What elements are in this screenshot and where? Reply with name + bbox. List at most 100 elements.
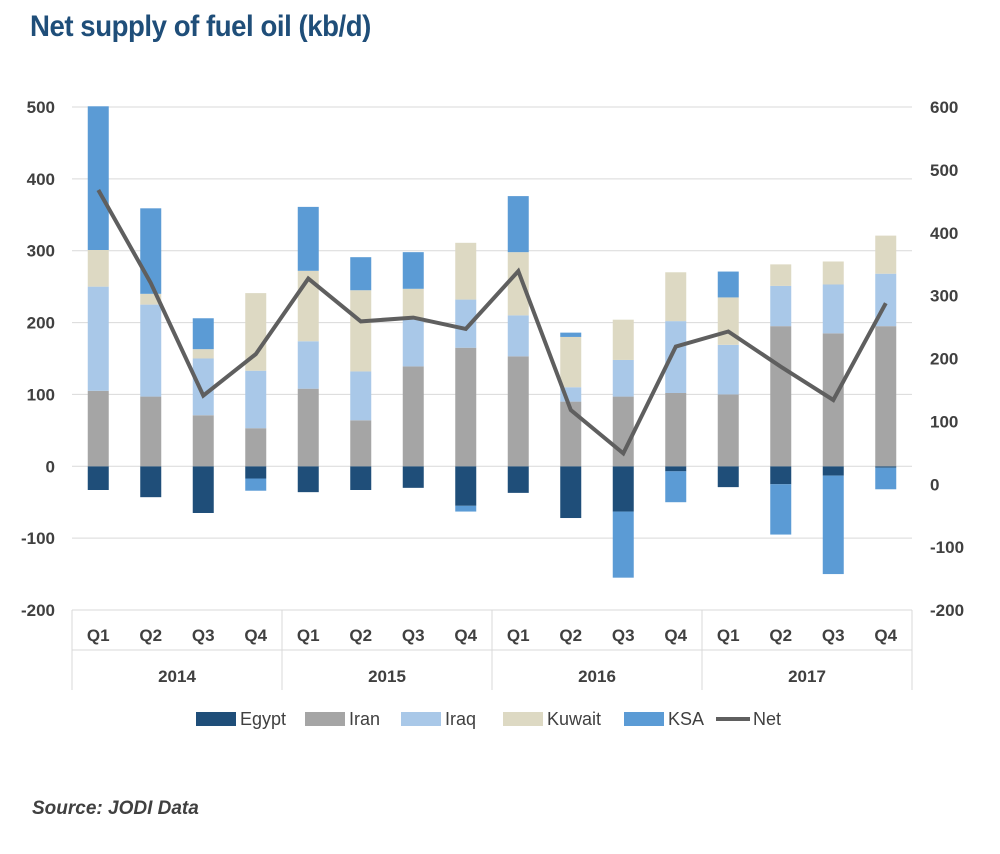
y-right-tick-label: 300 bbox=[930, 287, 958, 306]
bar-egypt-9 bbox=[560, 466, 582, 519]
legend-label: Iran bbox=[349, 709, 380, 729]
legend: Egypt Iran Iraq Kuwait KSA Net bbox=[196, 709, 781, 729]
y-left-tick-label: -100 bbox=[21, 529, 55, 548]
bar-egypt-5 bbox=[350, 466, 372, 490]
legend-label: Egypt bbox=[240, 709, 286, 729]
bar-iraq-4 bbox=[297, 341, 319, 389]
bar-kuwait-5 bbox=[350, 290, 372, 372]
bar-iraq-12 bbox=[717, 344, 739, 395]
quarter-label: Q2 bbox=[559, 626, 582, 645]
y-left-tick-label: 200 bbox=[27, 314, 55, 333]
bar-iran-0 bbox=[87, 390, 109, 467]
year-label: 2016 bbox=[578, 667, 616, 686]
bar-ksa-6 bbox=[402, 252, 424, 289]
bar-iraq-11 bbox=[665, 321, 687, 393]
quarter-label: Q4 bbox=[244, 626, 267, 645]
quarter-label: Q2 bbox=[349, 626, 372, 645]
quarter-label: Q1 bbox=[87, 626, 110, 645]
quarter-label: Q1 bbox=[507, 626, 530, 645]
bar-iraq-13 bbox=[770, 285, 792, 327]
quarter-label: Q1 bbox=[717, 626, 740, 645]
legend-swatch-iran bbox=[305, 712, 345, 726]
bar-egypt-8 bbox=[507, 466, 529, 493]
bar-egypt-13 bbox=[770, 466, 792, 485]
bar-iran-12 bbox=[717, 394, 739, 467]
bar-ksa-10 bbox=[612, 511, 634, 578]
bar-kuwait-11 bbox=[665, 272, 687, 322]
bar-egypt-2 bbox=[192, 466, 214, 513]
legend-label: Net bbox=[753, 709, 781, 729]
bar-ksa-4 bbox=[297, 206, 319, 271]
bar-iraq-6 bbox=[402, 317, 424, 367]
legend-swatch-iraq bbox=[401, 712, 441, 726]
year-label: 2014 bbox=[158, 667, 196, 686]
bar-iran-2 bbox=[192, 415, 214, 467]
y-right-tick-label: 0 bbox=[930, 475, 939, 494]
source-note: Source: JODI Data bbox=[32, 798, 199, 819]
series-line-net bbox=[96, 189, 888, 457]
quarter-label: Q3 bbox=[402, 626, 425, 645]
bar-egypt-0 bbox=[87, 466, 109, 490]
bar-iran-15 bbox=[875, 326, 897, 467]
y-left-tick-label: 300 bbox=[27, 242, 55, 261]
bar-iraq-14 bbox=[822, 284, 844, 334]
bar-kuwait-3 bbox=[245, 293, 267, 371]
bar-iran-1 bbox=[140, 396, 162, 467]
bar-ksa-3 bbox=[245, 478, 267, 491]
bar-iran-5 bbox=[350, 420, 372, 467]
bar-iran-13 bbox=[770, 326, 792, 467]
bar-egypt-10 bbox=[612, 466, 634, 512]
bar-iraq-0 bbox=[87, 286, 109, 391]
legend-label: Kuwait bbox=[547, 709, 601, 729]
stacked-bars bbox=[87, 106, 897, 578]
bar-iran-9 bbox=[560, 401, 582, 467]
bar-ksa-7 bbox=[455, 505, 477, 512]
bar-kuwait-10 bbox=[612, 319, 634, 360]
legend-swatch-kuwait bbox=[503, 712, 543, 726]
bar-ksa-8 bbox=[507, 196, 529, 253]
bar-kuwait-15 bbox=[875, 235, 897, 274]
bar-ksa-2 bbox=[192, 318, 214, 350]
bar-ksa-0 bbox=[87, 106, 109, 250]
bar-kuwait-6 bbox=[402, 288, 424, 318]
quarter-label: Q3 bbox=[612, 626, 635, 645]
quarter-label: Q4 bbox=[664, 626, 687, 645]
bar-kuwait-0 bbox=[87, 249, 109, 287]
bar-kuwait-8 bbox=[507, 252, 529, 316]
year-label: 2017 bbox=[788, 667, 826, 686]
bar-egypt-4 bbox=[297, 466, 319, 493]
quarter-label: Q2 bbox=[139, 626, 162, 645]
quarter-label: Q4 bbox=[454, 626, 477, 645]
y-left-tick-label: -200 bbox=[21, 601, 55, 620]
quarter-label: Q1 bbox=[297, 626, 320, 645]
y-left-tick-label: 0 bbox=[46, 457, 55, 476]
bar-iran-6 bbox=[402, 366, 424, 467]
bar-kuwait-1 bbox=[140, 293, 162, 305]
bar-iran-4 bbox=[297, 388, 319, 467]
bar-ksa-5 bbox=[350, 257, 372, 291]
bar-ksa-12 bbox=[717, 271, 739, 298]
bar-iraq-10 bbox=[612, 359, 634, 397]
legend-label: Iraq bbox=[445, 709, 476, 729]
legend-swatch-ksa bbox=[624, 712, 664, 726]
legend-label: KSA bbox=[668, 709, 704, 729]
bar-egypt-12 bbox=[717, 466, 739, 488]
bar-iran-3 bbox=[245, 428, 267, 467]
y-right-tick-label: 400 bbox=[930, 224, 958, 243]
bar-ksa-9 bbox=[560, 332, 582, 337]
legend-swatch-egypt bbox=[196, 712, 236, 726]
quarter-label: Q2 bbox=[769, 626, 792, 645]
bar-ksa-13 bbox=[770, 484, 792, 535]
y-right-tick-label: 600 bbox=[930, 98, 958, 117]
bar-iraq-1 bbox=[140, 304, 162, 397]
bar-iran-11 bbox=[665, 392, 687, 467]
bar-iran-8 bbox=[507, 356, 529, 467]
bar-egypt-1 bbox=[140, 466, 162, 498]
chart-title: Net supply of fuel oil (kb/d) bbox=[30, 10, 371, 43]
bar-ksa-15 bbox=[875, 467, 897, 490]
bar-egypt-11 bbox=[665, 466, 687, 472]
y-right-tick-label: -200 bbox=[930, 601, 964, 620]
year-label: 2015 bbox=[368, 667, 406, 686]
bar-ksa-14 bbox=[822, 475, 844, 575]
